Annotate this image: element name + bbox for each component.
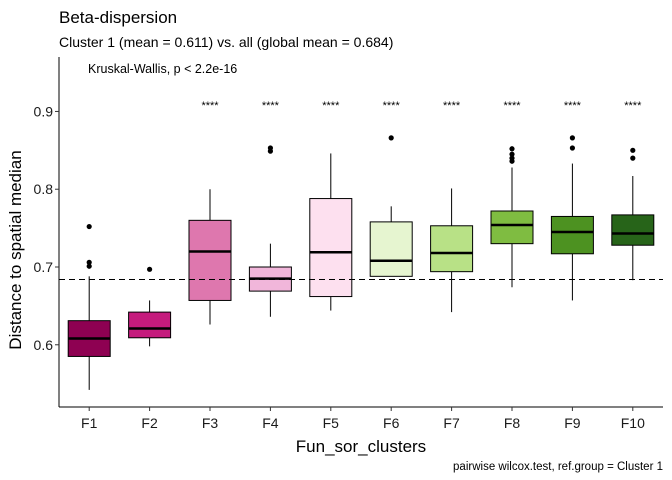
x-tick-label-F1: F1: [81, 415, 98, 431]
y-tick-label-0.6: 0.6: [34, 337, 54, 353]
x-tick-label-F6: F6: [383, 415, 400, 431]
significance-label-F7: ****: [443, 100, 461, 112]
outlier-point-F2-0: [147, 266, 153, 272]
y-tick-label-0.9: 0.9: [34, 103, 54, 119]
x-tick-label-F2: F2: [141, 415, 158, 431]
significance-label-F3: ****: [201, 100, 219, 112]
x-tick-label-F4: F4: [262, 415, 279, 431]
y-tick-label-0.7: 0.7: [34, 259, 54, 275]
chart-caption: pairwise wilcox.test, ref.group = Cluste…: [453, 461, 663, 473]
outlier-point-F10-1: [630, 155, 636, 161]
plot-area: **** **** **** **** **** **** **** **** 0.6 0.7 0.…: [34, 57, 663, 431]
outlier-point-F10-0: [630, 147, 636, 153]
x-tick-label-F10: F10: [621, 415, 645, 431]
significance-label-F9: ****: [564, 100, 582, 112]
outlier-point-F8-1: [509, 151, 515, 157]
kruskal-wallis-annotation: Kruskal-Wallis, p < 2.2e-16: [88, 62, 237, 76]
outlier-point-F9-1: [569, 145, 576, 151]
box-F3: ****: [188, 100, 232, 325]
box-F1: [67, 223, 111, 390]
outlier-point-F6-0: [388, 135, 394, 141]
box-F8: ****: [490, 100, 534, 288]
y-tick-label-0.8: 0.8: [34, 181, 54, 197]
outlier-point-F9-0: [569, 135, 576, 141]
significance-label-F6: ****: [383, 100, 401, 112]
outlier-point-F8-0: [509, 146, 515, 152]
box-F5: ****: [309, 100, 353, 311]
iqr-box-F8: [490, 210, 534, 245]
x-tick-label-F8: F8: [504, 415, 521, 431]
box-F4: ****: [248, 100, 292, 317]
outlier-point-F1-0: [86, 223, 92, 230]
outlier-point-F4-1: [267, 148, 273, 154]
iqr-box-F7: [430, 225, 474, 273]
iqr-box-F9: [550, 215, 594, 255]
iqr-box-F10: [611, 214, 655, 246]
significance-label-F5: ****: [322, 100, 340, 112]
box-F10: ****: [611, 100, 655, 281]
x-tick-label-F9: F9: [564, 415, 581, 431]
outlier-point-F1-2: [86, 263, 92, 269]
box-F2: [128, 266, 172, 347]
x-tick-label-F7: F7: [443, 415, 460, 431]
x-axis-title: Fun_sor_clusters: [296, 437, 426, 456]
chart-title: Beta-dispersion: [59, 8, 177, 27]
outlier-point-F1-1: [86, 259, 92, 265]
box-F6: ****: [369, 100, 413, 277]
outlier-point-F8-3: [509, 158, 515, 164]
iqr-box-F3: [188, 219, 232, 301]
y-axis-title: Distance to spatial median: [6, 150, 25, 349]
box-F9: ****: [550, 100, 594, 301]
chart-subtitle: Cluster 1 (mean = 0.611) vs. all (global…: [59, 34, 393, 50]
x-tick-label-F5: F5: [323, 415, 340, 431]
iqr-box-F2: [128, 311, 172, 339]
significance-label-F4: ****: [262, 100, 280, 112]
iqr-box-F5: [309, 198, 353, 298]
iqr-box-F6: [369, 221, 413, 277]
significance-label-F10: ****: [624, 100, 642, 112]
significance-label-F8: ****: [503, 100, 521, 112]
x-tick-label-F3: F3: [202, 415, 219, 431]
box-F7: ****: [430, 100, 474, 313]
